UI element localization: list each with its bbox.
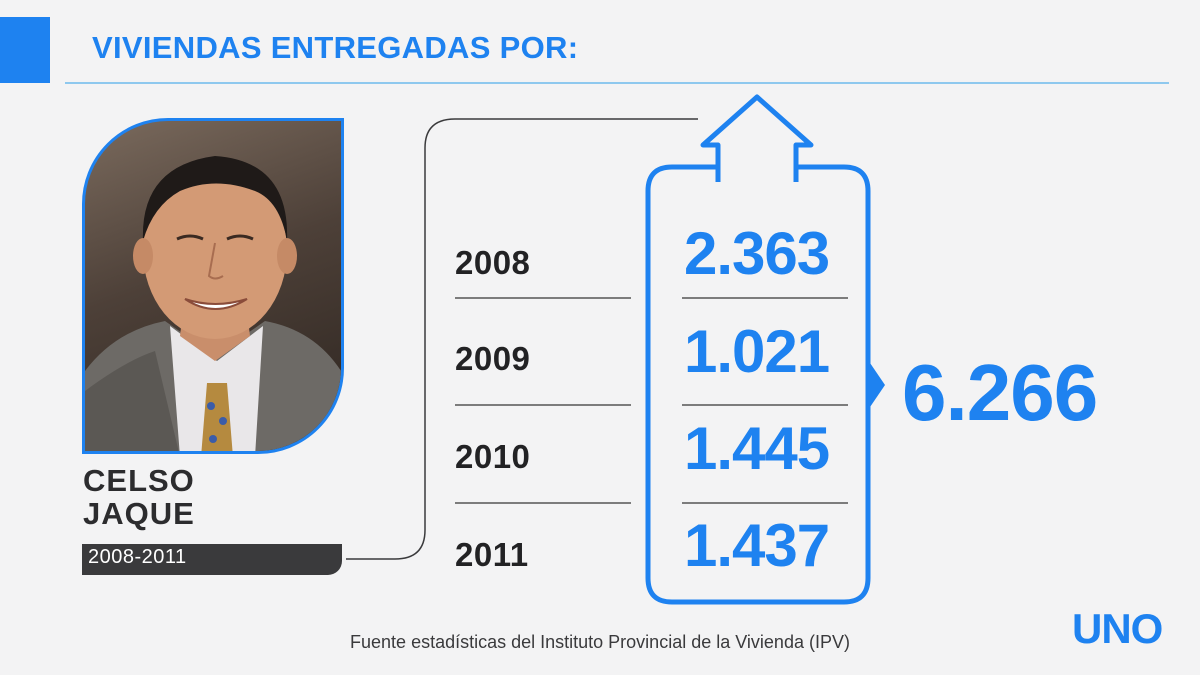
- brand-logo: UNO: [1072, 605, 1163, 652]
- page-title: VIVIENDAS ENTREGADAS POR:: [92, 30, 579, 65]
- person-name: CELSO JAQUE: [83, 464, 195, 530]
- total-value: 6.266: [902, 348, 1098, 437]
- value-label: 1.445: [684, 415, 830, 482]
- source-caption: Fuente estadísticas del Instituto Provin…: [350, 632, 850, 652]
- value-label: 2.363: [684, 220, 830, 287]
- person-portrait-illustration: [85, 156, 341, 451]
- year-label: 2011: [455, 536, 529, 573]
- year-label: 2010: [455, 438, 531, 475]
- value-label: 1.437: [684, 512, 830, 579]
- year-label: 2009: [455, 340, 531, 377]
- house-icon: [700, 94, 814, 182]
- person-last-name: JAQUE: [83, 496, 195, 531]
- arrow-right-icon: [868, 360, 885, 410]
- person-period: 2008-2011: [88, 546, 187, 568]
- year-label: 2008: [455, 244, 531, 281]
- value-frame: [645, 164, 871, 605]
- connector-line: [346, 118, 698, 560]
- corner-accent-block: [0, 17, 50, 83]
- person-photo: [82, 118, 344, 454]
- person-first-name: CELSO: [83, 463, 195, 498]
- title-divider: [65, 82, 1169, 84]
- period-bar: [82, 544, 342, 575]
- value-label: 1.021: [684, 318, 830, 385]
